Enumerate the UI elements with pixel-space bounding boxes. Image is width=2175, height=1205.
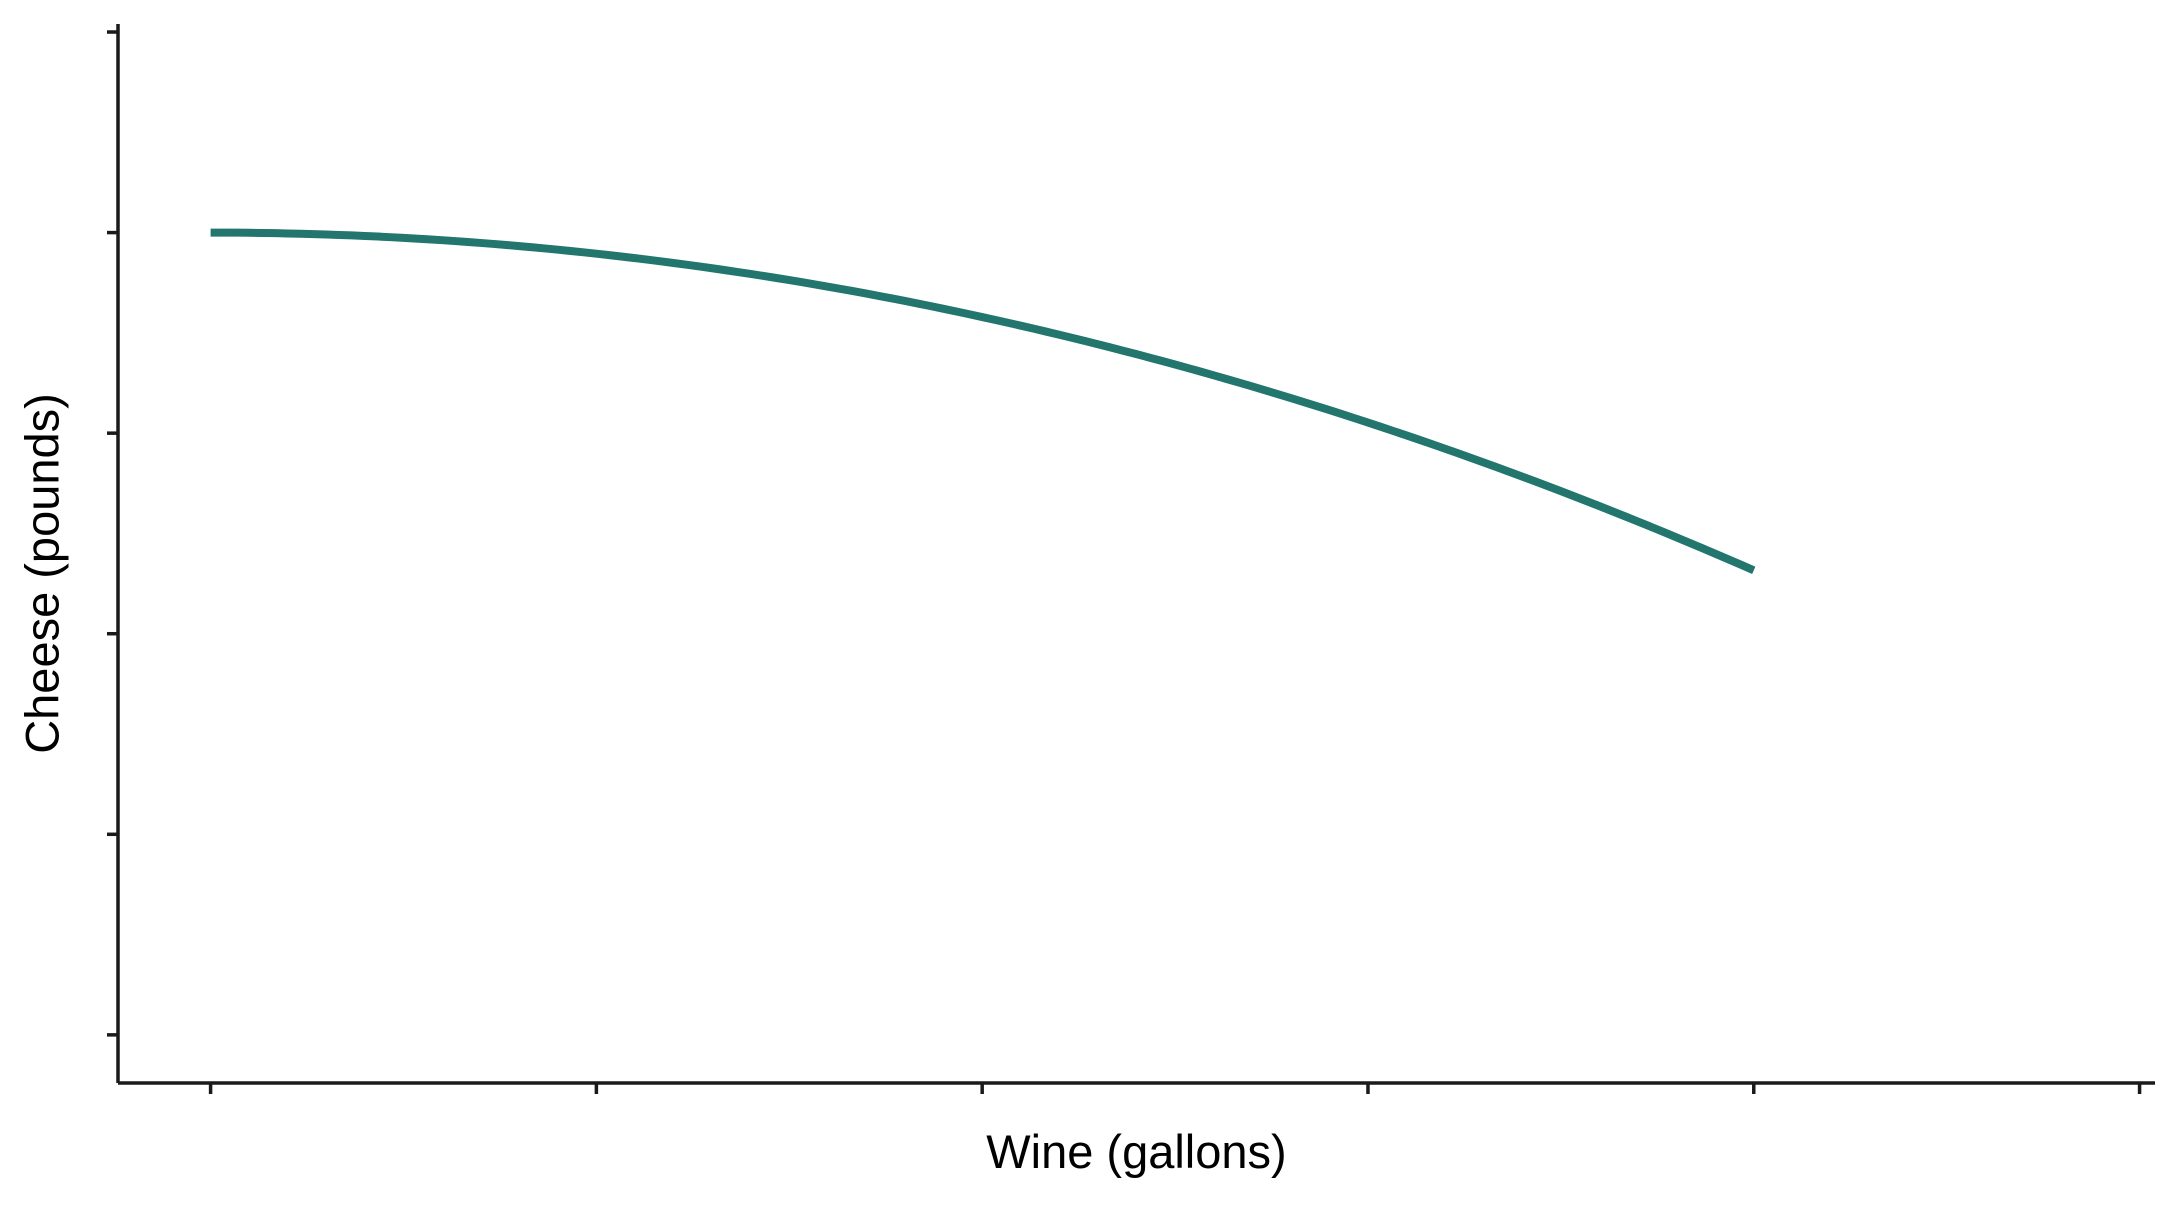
series-line-0 — [210, 228, 1756, 574]
series-group — [210, 228, 1756, 574]
x-axis-ticks — [208, 1083, 2142, 1094]
axes — [107, 24, 2155, 1094]
y-axis-title: Cheese (pounds) — [16, 393, 69, 754]
x-axis-title: Wine (gallons) — [986, 1125, 1286, 1178]
y-axis-ticks — [107, 30, 118, 1037]
